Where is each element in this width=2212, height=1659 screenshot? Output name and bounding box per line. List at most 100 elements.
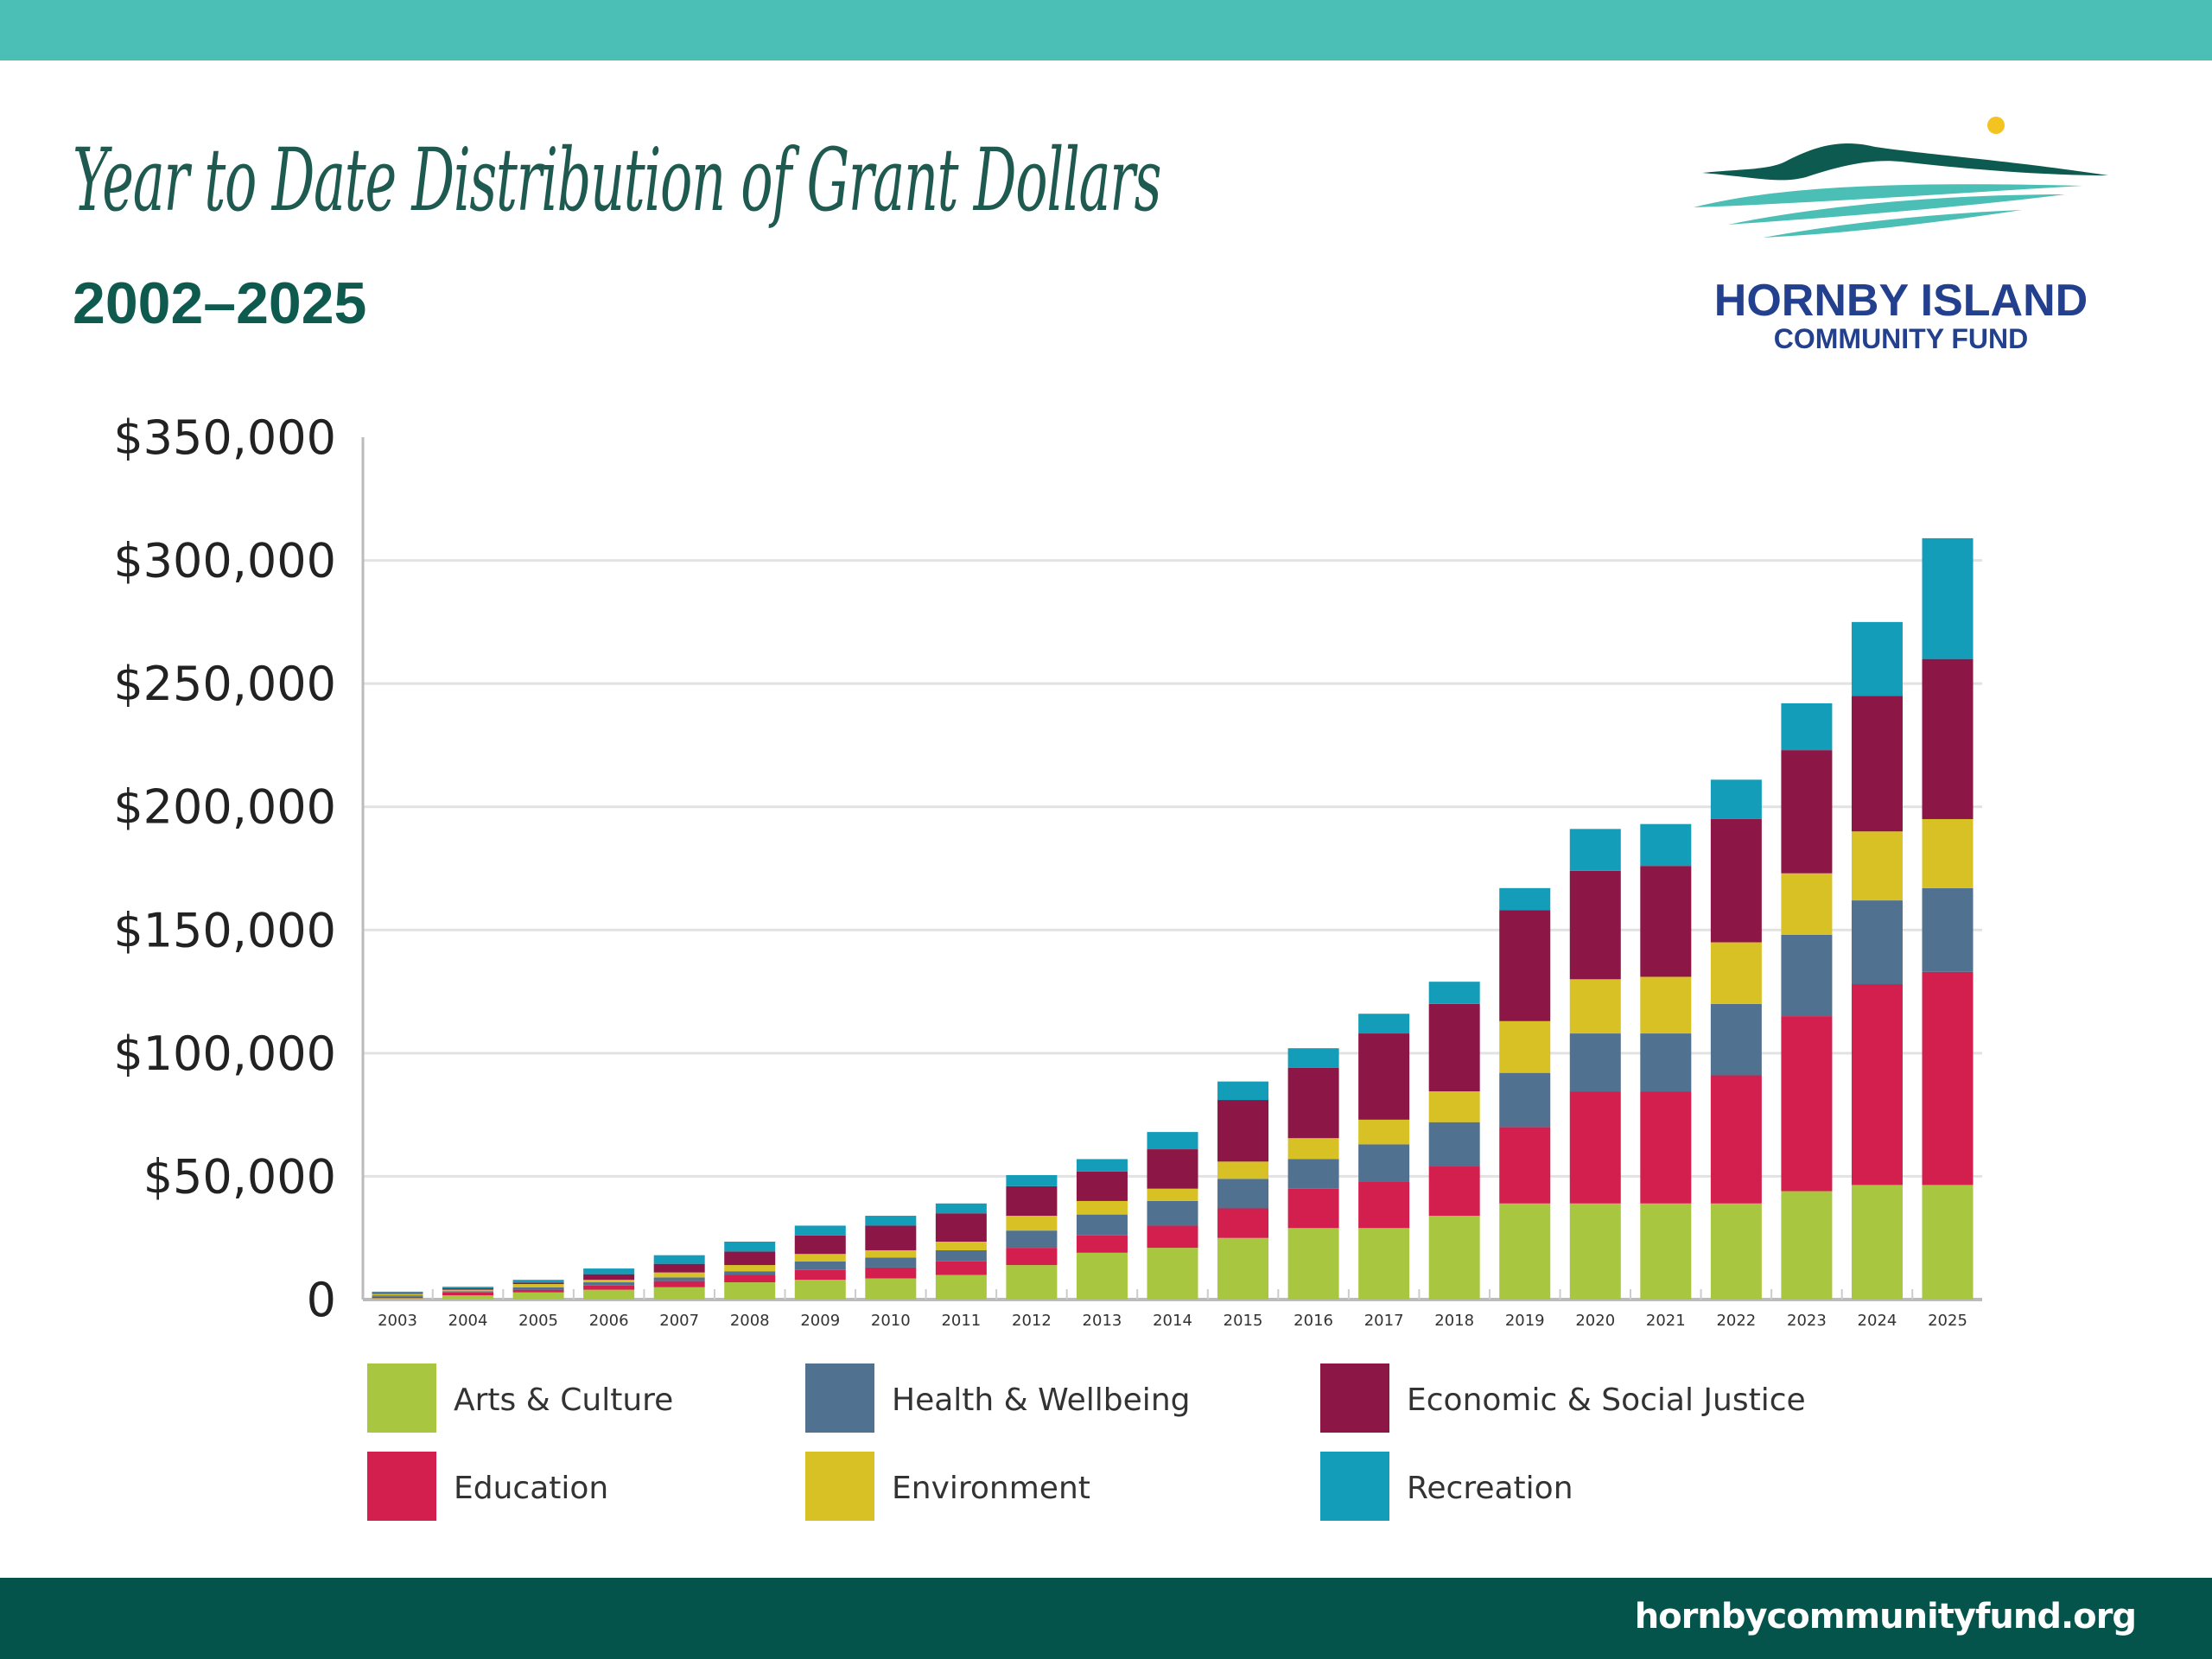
x-tick-label: 2004 (448, 1312, 488, 1330)
x-tick-label: 2003 (378, 1312, 417, 1330)
y-tick-label: $100,000 (113, 1027, 336, 1081)
bar-segment-environment (1781, 873, 1833, 935)
top-banner (0, 0, 2212, 60)
bar-segment-recreation (1006, 1175, 1058, 1186)
bar-segment-environment (372, 1294, 423, 1296)
footer-url[interactable]: hornbycommunityfund.org (1634, 1597, 2137, 1637)
bar-segment-economic-social-justice (1569, 870, 1621, 980)
bar-segment-education (1640, 1091, 1692, 1204)
x-tick-label: 2020 (1575, 1312, 1615, 1330)
legend-swatch (1320, 1363, 1389, 1433)
bar-segment-environment (442, 1289, 494, 1292)
bar-segment-recreation (1710, 779, 1762, 819)
bar-segment-health-wellbeing (583, 1282, 635, 1286)
bar-segment-arts-culture (1922, 1185, 1974, 1300)
x-tick-label: 2019 (1505, 1312, 1545, 1330)
bar-segment-environment (1851, 831, 1903, 901)
x-tick-label: 2025 (1928, 1312, 1967, 1330)
bar-segment-economic-social-justice (1358, 1033, 1410, 1120)
bar-segment-recreation (935, 1203, 987, 1214)
bar-segment-education (1147, 1225, 1198, 1249)
bar-segment-education (1358, 1181, 1410, 1229)
bar-segment-education (1217, 1208, 1269, 1238)
bar-segment-economic-social-justice (442, 1287, 494, 1290)
bar-segment-recreation (724, 1241, 776, 1252)
x-tick-label: 2012 (1012, 1312, 1052, 1330)
y-tick-label: 0 (307, 1273, 336, 1327)
bar-segment-health-wellbeing (1428, 1122, 1480, 1167)
bar-segment-arts-culture (1781, 1191, 1833, 1300)
bar-segment-recreation (512, 1280, 564, 1283)
x-tick-label: 2009 (800, 1312, 840, 1330)
x-tick-label: 2013 (1083, 1312, 1122, 1330)
bar-segment-health-wellbeing (442, 1291, 494, 1293)
bar-segment-arts-culture (442, 1295, 494, 1300)
page-title: Year to Date Distribution of Grant Dolla… (73, 130, 1161, 231)
bar-segment-economic-social-justice (1851, 696, 1903, 832)
bar-segment-arts-culture (1147, 1248, 1198, 1300)
x-tick-label: 2006 (589, 1312, 629, 1330)
bar-segment-arts-culture (1358, 1228, 1410, 1300)
bar-segment-recreation (1217, 1081, 1269, 1101)
bar-segment-health-wellbeing (512, 1287, 564, 1290)
bar-segment-health-wellbeing (1922, 887, 1974, 972)
bar-segment-economic-social-justice (794, 1235, 846, 1255)
legend-swatch (805, 1452, 874, 1521)
bar-segment-education (1851, 984, 1903, 1185)
bar-segment-environment (1569, 979, 1621, 1034)
bar-segment-recreation (442, 1287, 494, 1288)
bar-segment-health-wellbeing (1781, 934, 1833, 1017)
bar-segment-recreation (1147, 1132, 1198, 1150)
legend-swatch (1320, 1452, 1389, 1521)
bar-segment-economic-social-justice (865, 1225, 917, 1250)
x-tick-label: 2016 (1294, 1312, 1333, 1330)
bar-segment-arts-culture (583, 1289, 635, 1300)
bar-segment-arts-culture (1499, 1203, 1551, 1300)
x-tick-label: 2015 (1224, 1312, 1263, 1330)
bar-segment-education (1428, 1166, 1480, 1217)
bar-segment-recreation (372, 1291, 423, 1294)
bar-segment-education (935, 1261, 987, 1275)
x-tick-label: 2010 (871, 1312, 911, 1330)
bar-segment-education (1569, 1091, 1621, 1204)
bar-segment-environment (1358, 1119, 1410, 1145)
bar-segment-environment (512, 1284, 564, 1287)
bar-segment-environment (1287, 1138, 1339, 1160)
bar-segment-environment (1640, 976, 1692, 1034)
bar-segment-environment (1006, 1216, 1058, 1231)
x-tick-label: 2021 (1646, 1312, 1686, 1330)
bar-segment-education (1076, 1235, 1128, 1253)
bar-segment-environment (724, 1265, 776, 1272)
bar-segment-education (1287, 1188, 1339, 1229)
bar-segment-recreation (583, 1268, 635, 1274)
bar-segment-health-wellbeing (1569, 1033, 1621, 1092)
bar-segment-economic-social-justice (1710, 818, 1762, 943)
bar-segment-education (1006, 1248, 1058, 1266)
legend-label: Arts & Culture (454, 1382, 674, 1418)
bar-segment-environment (1710, 942, 1762, 1004)
bar-segment-economic-social-justice (1287, 1067, 1339, 1139)
bar-segment-education (724, 1274, 776, 1283)
bar-segment-health-wellbeing (1710, 1003, 1762, 1076)
bar-segment-education (1781, 1016, 1833, 1192)
bar-segment-recreation (653, 1255, 705, 1264)
bar-segment-economic-social-justice (1781, 750, 1833, 874)
x-tick-label: 2005 (518, 1312, 558, 1330)
bar-segment-recreation (1076, 1159, 1128, 1172)
bar-segment-economic-social-justice (1922, 658, 1974, 819)
bar-segment-health-wellbeing (794, 1261, 846, 1270)
bar-segment-recreation (1428, 982, 1480, 1004)
bar-segment-environment (865, 1249, 917, 1258)
y-tick-label: $50,000 (143, 1149, 336, 1204)
bar-segment-education (372, 1296, 423, 1299)
bar-segment-health-wellbeing (1287, 1159, 1339, 1189)
bar-segment-economic-social-justice (724, 1251, 776, 1266)
bar-segment-recreation (865, 1216, 917, 1226)
bar-segment-economic-social-justice (1217, 1100, 1269, 1162)
x-tick-label: 2011 (941, 1312, 981, 1330)
bar-segment-economic-social-justice (1640, 866, 1692, 977)
bar-segment-education (1710, 1075, 1762, 1204)
legend-swatch (367, 1452, 436, 1521)
bar-segment-education (1499, 1127, 1551, 1204)
bar-segment-recreation (1781, 702, 1833, 751)
